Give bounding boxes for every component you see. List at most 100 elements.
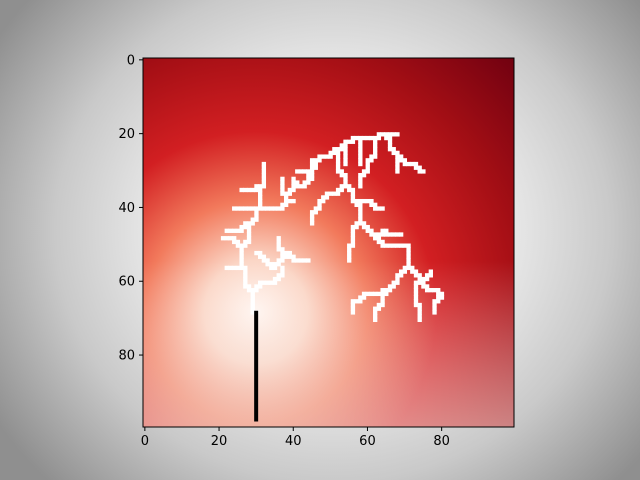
cluster-pixel: [373, 232, 378, 237]
cluster-pixel: [347, 187, 352, 193]
cluster-pixel: [395, 132, 400, 137]
cluster-pixel: [343, 139, 348, 144]
cluster-pixel: [358, 180, 363, 185]
cluster-pixel: [413, 284, 419, 289]
cluster-pixel: [373, 147, 378, 152]
cluster-pixel: [365, 158, 370, 163]
cluster-pixel: [417, 273, 422, 278]
cluster-pixel: [335, 165, 341, 170]
cluster-pixel: [276, 276, 281, 282]
cluster-pixel: [358, 147, 363, 152]
cluster-pixel: [265, 206, 270, 211]
cluster-pixel: [283, 195, 289, 200]
cluster-pixel: [424, 284, 430, 289]
cluster-pixel: [343, 161, 348, 167]
cluster-pixel: [406, 161, 411, 167]
cluster-pixel: [272, 206, 278, 211]
cluster-pixel: [276, 243, 281, 248]
cluster-pixel: [291, 184, 296, 189]
cluster-pixel: [280, 187, 285, 193]
cluster-pixel: [339, 187, 344, 193]
cluster-pixel: [439, 291, 445, 297]
cluster-pixel: [243, 280, 248, 285]
cluster-pixel: [250, 288, 255, 293]
cluster-pixel: [380, 228, 385, 233]
cluster-pixel: [283, 191, 289, 196]
cluster-pixel: [280, 206, 285, 211]
cluster-pixel: [280, 254, 285, 259]
cluster-pixel: [410, 269, 415, 274]
cluster-pixel: [250, 295, 255, 300]
cluster-pixel: [291, 187, 296, 193]
cluster-pixel: [235, 206, 241, 211]
cluster-pixel: [369, 228, 374, 233]
cluster-pixel: [291, 254, 296, 259]
cluster-pixel: [343, 184, 348, 189]
cluster-pixel: [373, 306, 378, 311]
cluster-pixel: [358, 158, 363, 163]
cluster-pixel: [413, 295, 419, 300]
cluster-pixel: [254, 206, 259, 211]
cluster-pixel: [309, 161, 315, 167]
cluster-pixel: [369, 198, 374, 204]
cluster-pixel: [387, 147, 393, 152]
cluster-pixel: [250, 217, 255, 222]
cluster-pixel: [413, 291, 419, 297]
cluster-pixel: [343, 147, 348, 152]
cluster-pixel: [239, 258, 244, 263]
cluster-pixel: [254, 284, 259, 289]
cluster-pixel: [220, 236, 226, 241]
cluster-pixel: [373, 154, 378, 159]
cluster-pixel: [239, 228, 244, 233]
cluster-pixel: [298, 258, 304, 263]
cluster-pixel: [402, 158, 408, 163]
cluster-pixel: [243, 206, 248, 211]
cluster-pixel: [291, 176, 296, 182]
cluster-pixel: [309, 169, 315, 174]
cluster-pixel: [250, 299, 255, 304]
cluster-pixel: [250, 306, 255, 311]
cluster-pixel: [373, 313, 378, 319]
cluster-pixel: [335, 154, 341, 159]
cluster-pixel: [373, 206, 378, 211]
cluster-pixel: [391, 243, 396, 248]
cluster-pixel: [350, 310, 356, 315]
dla-cluster: [220, 132, 445, 323]
x-tick-label: 40: [285, 434, 302, 449]
cluster-pixel: [280, 265, 285, 271]
cluster-pixel: [395, 232, 400, 237]
cluster-pixel: [384, 243, 389, 248]
cluster-pixel: [235, 239, 241, 245]
cluster-pixel: [335, 158, 341, 163]
cluster-pixel: [350, 195, 356, 200]
x-tick-label: 20: [211, 434, 228, 449]
cluster-pixel: [339, 184, 344, 189]
x-tick-label: 80: [433, 434, 450, 449]
cluster-pixel: [395, 169, 400, 174]
cluster-pixel: [406, 254, 411, 259]
cluster-pixel: [373, 143, 378, 148]
cluster-pixel: [309, 173, 315, 178]
cluster-pixel: [302, 258, 307, 263]
cluster-pixel: [258, 254, 263, 259]
cluster-pixel: [347, 184, 352, 189]
cluster-pixel: [228, 236, 233, 241]
cluster-pixel: [261, 184, 267, 189]
cluster-pixel: [398, 158, 404, 163]
cluster-pixel: [358, 210, 363, 215]
cluster-pixel: [365, 291, 370, 297]
cluster-pixel: [380, 302, 385, 308]
cluster-pixel: [302, 169, 307, 174]
cluster-pixel: [428, 269, 433, 274]
cluster-pixel: [261, 169, 267, 174]
cluster-pixel: [376, 306, 382, 311]
x-axis: 0 20 40 60 80: [141, 427, 450, 449]
cluster-pixel: [343, 150, 348, 156]
cluster-pixel: [335, 187, 341, 193]
cluster-pixel: [280, 202, 285, 207]
cluster-pixel: [335, 161, 341, 167]
cluster-pixel: [350, 243, 356, 248]
cluster-pixel: [380, 206, 385, 211]
cluster-pixel: [413, 280, 419, 285]
y-tick-label: 60: [118, 275, 135, 290]
